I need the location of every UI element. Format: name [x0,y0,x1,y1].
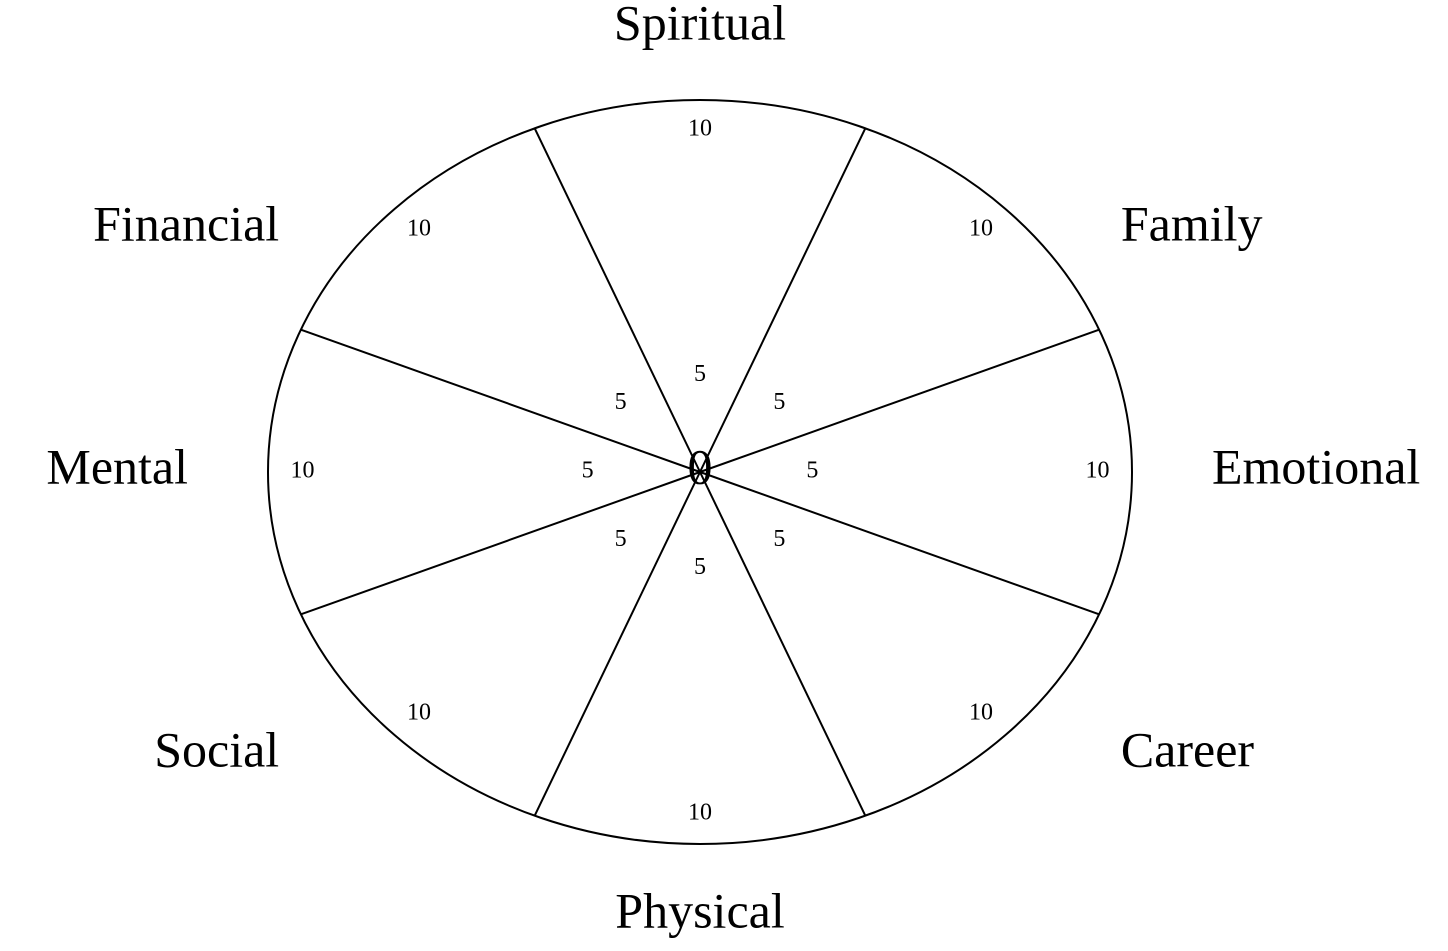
center-tick-label: 0 [688,438,713,494]
tick-label: 5 [694,361,706,387]
spoke-divider [699,328,1100,473]
tick-label: 5 [582,458,594,484]
tick-label: 5 [773,526,785,552]
tick-label: 5 [615,389,627,415]
tick-label: 10 [407,215,431,241]
category-label: Mental [46,438,188,494]
spoke-divider [699,471,1100,616]
tick-label: 10 [1085,458,1109,484]
category-label: Social [154,722,279,778]
category-label: Spiritual [614,0,786,50]
tick-label: 10 [407,700,431,726]
category-label: Emotional [1212,438,1420,494]
spoke-divider [300,328,701,473]
spoke-divider [533,471,701,817]
outer-ring [267,99,1133,845]
spoke-divider [699,127,867,473]
tick-label: 10 [688,115,712,141]
category-label: Physical [615,882,784,938]
tick-label: 5 [806,458,818,484]
spoke-divider [300,471,701,616]
tick-label: 5 [694,554,706,580]
category-label: Career [1121,722,1255,778]
tick-label: 10 [969,215,993,241]
tick-label: 10 [969,700,993,726]
tick-label: 5 [773,389,785,415]
tick-label: 10 [688,800,712,826]
tick-label: 10 [291,458,315,484]
spoke-divider [699,471,867,817]
spoke-divider [533,127,701,473]
tick-label: 5 [615,526,627,552]
category-label: Family [1121,195,1263,251]
category-label: Financial [93,195,279,251]
